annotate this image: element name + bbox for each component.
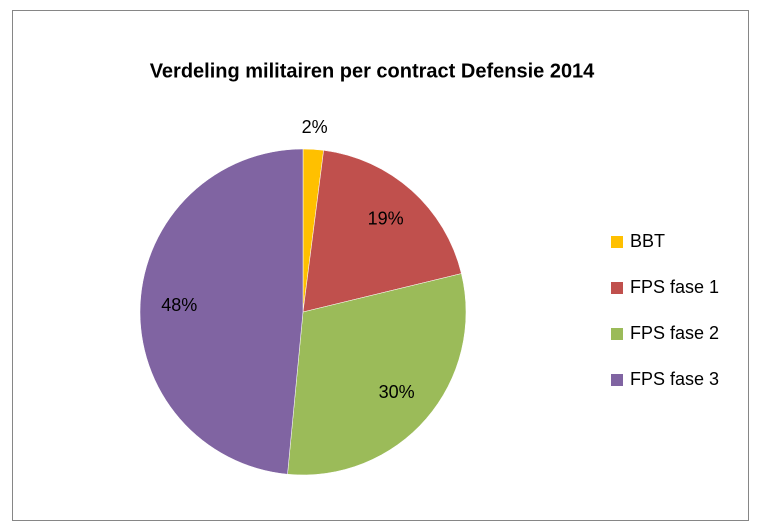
legend-swatch — [611, 236, 623, 248]
legend-swatch — [611, 282, 623, 294]
data-label: 19% — [368, 208, 404, 228]
legend-swatch — [611, 328, 623, 340]
legend-label: FPS fase 1 — [630, 277, 719, 297]
data-label: 48% — [161, 295, 197, 315]
legend-label: FPS fase 3 — [630, 369, 719, 389]
legend-label: BBT — [630, 231, 665, 251]
pie-slice — [302, 150, 462, 313]
data-label: 2% — [302, 117, 328, 137]
legend-swatch — [611, 374, 623, 386]
data-label: 30% — [379, 382, 415, 402]
legend-label: FPS fase 2 — [630, 323, 719, 343]
chart-title: Verdeling militairen per contract Defens… — [150, 60, 595, 82]
pie-slice — [287, 273, 467, 476]
pie-slice — [139, 148, 304, 475]
